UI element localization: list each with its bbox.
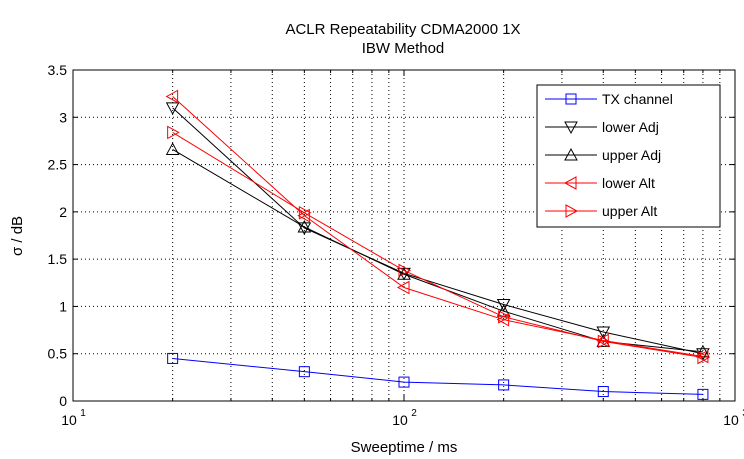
- data-point: [697, 388, 709, 400]
- data-point: [498, 309, 511, 324]
- legend-label: upper Adj: [602, 147, 661, 163]
- data-point: [398, 263, 412, 278]
- data-point: [597, 386, 609, 398]
- series-line: [172, 96, 704, 358]
- legend-item: upper Alt: [545, 203, 657, 219]
- legend-marker: [565, 204, 579, 218]
- legend-item: upper Adj: [545, 147, 661, 163]
- y-axis-label: σ / dB: [9, 216, 26, 256]
- legend-item: lower Alt: [545, 175, 655, 191]
- y-tick-label: 2.5: [48, 157, 68, 173]
- legend: TX channel lower Adj upper Adj lower Alt upp…: [536, 84, 721, 228]
- legend-label: lower Adj: [602, 119, 659, 135]
- series-line: [172, 131, 704, 358]
- x-tick-exponent: 1: [80, 408, 86, 419]
- data-point: [167, 125, 180, 140]
- x-tick-label: 10: [723, 412, 739, 428]
- data-point: [298, 205, 312, 220]
- data-point: [396, 280, 410, 295]
- data-point: [496, 299, 511, 312]
- data-point: [498, 379, 510, 391]
- data-point: [398, 376, 410, 388]
- y-tick-label: 0: [59, 393, 67, 409]
- data-point: [596, 326, 611, 340]
- data-point: [297, 219, 312, 233]
- x-tick-exponent: 3: [742, 408, 744, 419]
- legend-marker: [564, 121, 578, 135]
- series-line: [172, 357, 703, 395]
- y-tick-label: 3.5: [48, 62, 68, 78]
- series-tx-channel: [167, 352, 709, 400]
- y-tick-label: 3: [59, 109, 67, 125]
- data-point: [298, 366, 310, 378]
- legend-item: TX channel: [545, 91, 673, 107]
- series-upper-alt: [167, 125, 710, 365]
- legend-label: upper Alt: [602, 203, 657, 219]
- chart-subtitle: IBW Method: [362, 40, 445, 57]
- data-point: [397, 267, 411, 280]
- axes: 00.511.522.533.5101102103: [48, 62, 744, 428]
- data-point: [165, 142, 180, 155]
- x-tick-label: 10: [61, 412, 77, 428]
- y-tick-label: 1: [59, 298, 67, 314]
- legend-marker: [564, 147, 578, 161]
- x-tick-exponent: 2: [411, 408, 417, 419]
- axes-frame: [72, 69, 736, 402]
- data-point: [696, 348, 710, 361]
- x-tick-label: 10: [392, 412, 408, 428]
- data-point: [165, 102, 180, 115]
- x-axis-label: Sweeptime / ms: [351, 439, 458, 456]
- legend-item: lower Adj: [545, 119, 659, 135]
- data-point: [697, 350, 710, 365]
- y-tick-label: 1.5: [48, 251, 68, 267]
- legend-marker: [565, 93, 577, 105]
- y-tick-label: 0.5: [48, 346, 68, 362]
- legend-marker: [563, 176, 577, 190]
- series-layer: [165, 89, 710, 400]
- legend-label: lower Alt: [602, 175, 655, 191]
- data-point: [167, 352, 179, 364]
- y-tick-label: 2: [59, 204, 67, 220]
- legend-label: TX channel: [602, 91, 673, 107]
- series-line: [172, 107, 704, 355]
- data-point: [597, 334, 611, 349]
- chart-title: ACLR Repeatability CDMA2000 1X: [285, 21, 520, 38]
- data-point: [165, 89, 179, 104]
